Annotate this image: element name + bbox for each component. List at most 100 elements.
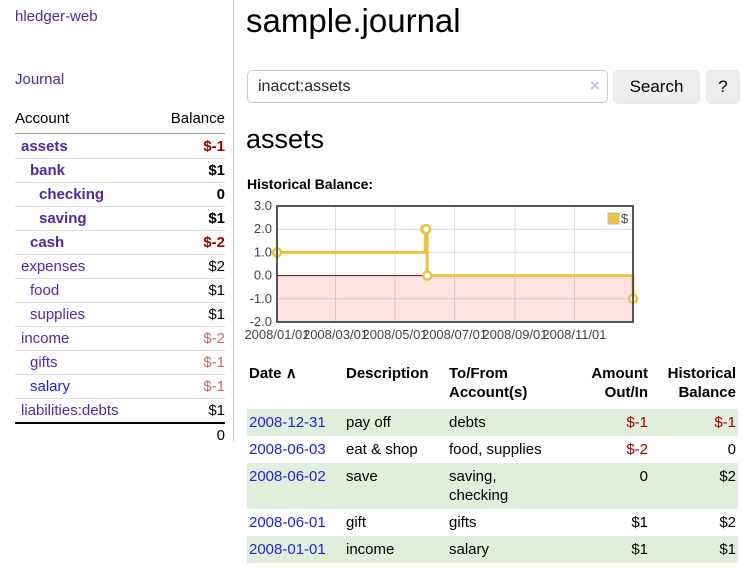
clear-search-icon[interactable]: × <box>590 76 600 95</box>
account-balance: $-1 <box>203 354 225 371</box>
txn-description: income <box>346 541 395 558</box>
txn-date-cell: 2008-06-03 <box>247 436 344 463</box>
txn-amount: $1 <box>631 541 648 558</box>
txn-amount: $1 <box>631 514 648 531</box>
col-header-balance: Historical Balance <box>667 365 736 401</box>
txn-date-cell: 2008-12-31 <box>247 409 344 436</box>
col-header-accounts: To/From Account(s) <box>449 365 528 401</box>
txn-date-link[interactable]: 2008-12-31 <box>249 414 326 431</box>
plot-border <box>276 205 634 323</box>
y-tick-label: -1.0 <box>250 291 272 306</box>
txn-amount: $-1 <box>626 414 648 431</box>
help-button[interactable]: ? <box>706 70 740 104</box>
page-title: sample.journal <box>246 2 461 39</box>
account-link[interactable]: bank <box>30 162 66 179</box>
account-row: food $1 <box>15 278 225 302</box>
accounts-table-body: assets $-1 bank $1 checking 0 saving $1 cash $-2 e… <box>15 134 225 422</box>
sidebar: hledger-web Journal Account Balance asse… <box>0 0 234 444</box>
account-link[interactable]: saving <box>39 210 87 227</box>
transaction-row: 2008-06-02 save saving, checking 0 $2 <box>247 463 738 509</box>
txn-balance: $-1 <box>714 414 736 431</box>
account-link[interactable]: expenses <box>21 258 86 275</box>
account-balance: $-2 <box>203 234 225 251</box>
x-tick-label: 2008/09/01 <box>482 327 547 342</box>
account-link[interactable]: checking <box>39 186 105 203</box>
txn-accounts: debts <box>449 414 486 431</box>
txn-balance: $2 <box>719 468 736 485</box>
txn-accounts: gifts <box>449 514 477 531</box>
account-balance: $2 <box>208 258 225 275</box>
historical-balance-chart: $3.0 2.0 1.0 0.0 -1.0 -2.0 2008/01/01 2008/03/0… <box>240 198 640 348</box>
account-row: cash $-2 <box>15 230 225 254</box>
transaction-row: 2008-12-31 pay off debts $-1 $-1 <box>247 409 738 436</box>
txn-balance: $1 <box>719 541 736 558</box>
col-header-amount: Amount Out/In <box>591 365 648 401</box>
chart-svg: $3.0 2.0 1.0 0.0 -1.0 -2.02008/01/012008/03/0… <box>244 198 639 342</box>
account-link[interactable]: liabilities:debts <box>21 402 119 419</box>
txn-accounts: food, supplies <box>449 441 542 458</box>
account-link[interactable]: salary <box>30 378 71 395</box>
account-row: gifts $-1 <box>15 350 225 374</box>
transaction-row: 2008-01-01 income salary $1 $1 <box>247 536 738 563</box>
transaction-row: 2008-06-03 eat & shop food, supplies $-2 0 <box>247 436 738 463</box>
account-row: assets $-1 <box>15 134 225 158</box>
x-tick-label: 2008/05/01 <box>362 327 427 342</box>
search-input[interactable] <box>247 70 608 103</box>
account-balance: 0 <box>216 186 225 203</box>
txn-date-link[interactable]: 2008-06-01 <box>249 514 326 531</box>
accounts-table-header: Account Balance <box>15 107 225 134</box>
col-header-description: Description <box>346 365 429 382</box>
legend-swatch <box>607 212 620 225</box>
txn-accounts: saving, checking <box>449 468 509 504</box>
accounts-header-balance: Balance <box>170 110 225 127</box>
data-point-marker <box>421 270 433 281</box>
transaction-row: 2008-06-01 gift gifts $1 $2 <box>247 509 738 536</box>
accounts-total-row: 0 <box>15 422 225 446</box>
accounts-header-account: Account <box>15 110 70 127</box>
x-tick-label: 2008/03/01 <box>303 327 368 342</box>
txn-date-link[interactable]: 2008-06-02 <box>249 468 326 485</box>
txn-balance: $2 <box>719 514 736 531</box>
account-row: saving $1 <box>15 206 225 230</box>
negative-region <box>277 275 633 322</box>
txn-date-link[interactable]: 2008-01-01 <box>249 541 326 558</box>
account-row: salary $-1 <box>15 374 225 398</box>
account-link[interactable]: supplies <box>30 306 86 323</box>
y-tick-label: 1.0 <box>254 244 272 259</box>
account-link[interactable]: food <box>30 282 60 299</box>
x-tick-label: 2008/01/01 <box>244 327 309 342</box>
account-row: checking 0 <box>15 182 225 206</box>
transactions-header-row: Date ∧ Description To/From Account(s) Am… <box>247 361 738 409</box>
col-header-date-label: Date <box>249 365 282 382</box>
account-balance: $1 <box>208 162 225 179</box>
account-link[interactable]: assets <box>21 137 68 155</box>
account-row: liabilities:debts $1 <box>15 398 225 422</box>
x-tick-label: 2008/11/01 <box>542 327 606 342</box>
sidebar-item-journal[interactable]: Journal <box>15 71 65 88</box>
txn-description: gift <box>346 514 367 531</box>
y-tick-label: 0.0 <box>254 268 272 283</box>
account-link[interactable]: gifts <box>30 354 58 371</box>
accounts-total-value: 0 <box>216 426 225 444</box>
account-balance: $1 <box>208 306 225 323</box>
account-link[interactable]: income <box>21 330 70 347</box>
account-balance: $1 <box>208 402 225 419</box>
app-title-link[interactable]: hledger-web <box>15 8 98 25</box>
sort-asc-icon: ∧ <box>285 365 297 382</box>
account-balance: $-1 <box>203 378 225 395</box>
txn-description: save <box>346 468 378 485</box>
txn-description: pay off <box>346 414 391 431</box>
search-button[interactable]: Search <box>613 70 700 104</box>
account-row: income $-2 <box>15 326 225 350</box>
txn-amount: 0 <box>639 468 648 485</box>
account-balance: $1 <box>208 210 225 227</box>
txn-accounts: salary <box>449 541 490 558</box>
txn-date-cell: 2008-06-01 <box>247 509 344 536</box>
txn-date-link[interactable]: 2008-06-03 <box>249 441 326 458</box>
account-row: bank $1 <box>15 158 225 182</box>
account-balance: $-2 <box>203 330 225 347</box>
account-link[interactable]: cash <box>30 234 65 251</box>
col-header-date[interactable]: Date ∧ <box>247 361 344 409</box>
legend-label: $ <box>621 211 629 226</box>
